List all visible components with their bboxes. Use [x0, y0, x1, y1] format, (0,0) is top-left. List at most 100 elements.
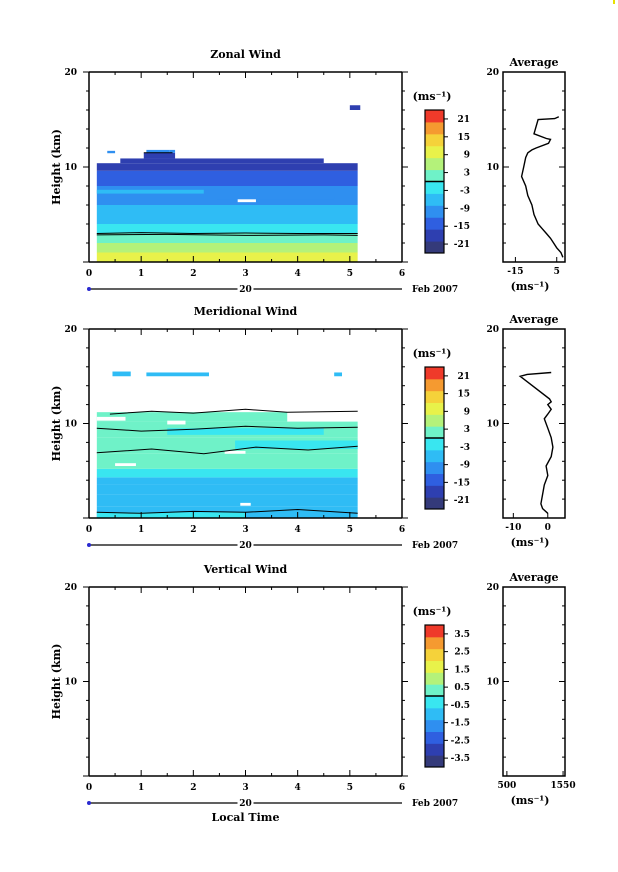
colorbar-tick-label: 2.5 — [454, 648, 470, 658]
colorbar-swatch — [425, 743, 444, 756]
average-panel: Average 20 10 -15 5 (ms⁻¹) — [486, 56, 566, 293]
colorbar-swatch — [425, 121, 444, 135]
colorbar-swatch — [425, 241, 444, 254]
heatmap-cell — [96, 189, 204, 194]
average-y-tick-label: 20 — [486, 325, 499, 335]
heatmap-cell — [96, 170, 358, 177]
colorbar-tick-label: -3.5 — [451, 754, 470, 764]
average-x-tick-label: 500 — [497, 781, 516, 791]
colorbar-swatch — [425, 660, 444, 673]
colorbar-tick-label: -21 — [454, 496, 470, 506]
colorbar-swatch — [425, 367, 444, 380]
average-x-tick-label: 1550 — [551, 781, 576, 791]
date-label: Feb 2007 — [412, 285, 458, 295]
heatmap-cell — [216, 195, 335, 200]
colorbar-tick-label: -15 — [454, 222, 470, 232]
heatmap-cell — [96, 163, 358, 171]
heatmap-cell — [349, 105, 361, 110]
heatmap-cell — [96, 468, 358, 478]
heatmap-cell — [167, 428, 324, 435]
heatmap-cell — [96, 214, 358, 224]
average-frame — [502, 71, 566, 263]
colorbar-tick-label: 3 — [464, 425, 470, 435]
average-title: Average — [508, 313, 558, 326]
average-x-tick-label: 0 — [545, 523, 551, 533]
colorbar-swatch — [425, 193, 444, 206]
y-tick-label: 10 — [64, 678, 77, 688]
x-tick-label: 3 — [242, 783, 248, 793]
panel-title: Zonal Wind — [210, 48, 281, 61]
x-tick-label: 1 — [138, 783, 144, 793]
heatmap-cell — [107, 150, 116, 154]
average-frame — [502, 328, 566, 519]
colorbar-swatch — [425, 707, 444, 721]
colorbar-swatch — [425, 684, 444, 697]
colorbar-swatch — [425, 426, 444, 439]
average-y-tick-label: 10 — [486, 163, 499, 173]
heatmap-cell — [96, 416, 126, 421]
x-axis-label: Local Time — [212, 811, 280, 824]
heatmap-cell — [115, 463, 136, 467]
date-label: Feb 2007 — [412, 799, 458, 809]
heatmap-cell — [96, 412, 288, 422]
x-tick-label: 2 — [190, 783, 196, 793]
colorbar-swatch — [425, 390, 444, 403]
x-tick-label: 0 — [86, 525, 92, 535]
colorbar-swatch — [425, 485, 444, 498]
x-tick-label: 3 — [242, 269, 248, 279]
colorbar-tick-label: -0.5 — [451, 701, 470, 711]
contour-line — [96, 232, 358, 235]
y-tick-label: 20 — [64, 583, 77, 593]
average-x-label: (ms⁻¹) — [511, 794, 550, 807]
heatmap-cell — [96, 453, 358, 469]
average-profile-line — [518, 371, 554, 514]
heatmap-cell — [237, 199, 256, 203]
colorbar-unit: (ms⁻¹) — [413, 347, 452, 360]
colorbar-tick-label: -2.5 — [451, 736, 470, 746]
heatmap-cell — [240, 502, 251, 506]
colorbar-swatch — [425, 696, 444, 709]
heatmap-cell — [120, 158, 324, 164]
colorbar: 3.5 2.5 1.5 0.5 -0.5 -1.5 -2.5 -3.5 (ms⁻¹) — [413, 605, 470, 768]
date-day-bg — [237, 798, 254, 808]
colorbar: 21 15 9 3 -3 -9 -15 -21 (ms⁻¹) — [413, 347, 470, 510]
colorbar-swatch — [425, 414, 444, 427]
colorbar-tick-label: -3 — [460, 443, 470, 453]
average-frame — [502, 586, 566, 777]
colorbar-swatch — [425, 636, 444, 650]
heatmap-cell — [146, 149, 170, 153]
heatmap-cells — [96, 105, 361, 262]
y-axis-label: Height (km) — [50, 129, 63, 205]
colorbar-swatch — [425, 648, 444, 661]
colorbar-tick-label: 9 — [464, 407, 470, 417]
date-day-label: 20 — [239, 541, 252, 551]
colorbar-swatch — [425, 110, 444, 123]
average-y-tick-label: 10 — [486, 420, 499, 430]
date-label: Feb 2007 — [412, 541, 458, 551]
x-tick-label: 5 — [347, 269, 353, 279]
colorbar-tick-label: 9 — [464, 151, 470, 161]
colorbar-unit: (ms⁻¹) — [413, 90, 452, 103]
x-tick-label: 6 — [399, 525, 405, 535]
heatmap-cell — [235, 440, 358, 450]
panel-title: Vertical Wind — [203, 563, 288, 576]
colorbar-swatch — [425, 731, 444, 744]
heatmap-cell — [143, 152, 176, 159]
x-tick-label: 4 — [295, 525, 301, 535]
colorbar-tick-label: 15 — [457, 133, 470, 143]
x-tick-label: 5 — [347, 783, 353, 793]
average-panel: Average 20 10 -10 0 (ms⁻¹) — [486, 313, 566, 549]
heatmap-cell — [96, 494, 358, 507]
colorbar-tick-label: -3 — [460, 186, 470, 196]
average-y-tick-label: 10 — [486, 678, 499, 688]
x-tick-label: 6 — [399, 783, 405, 793]
colorbar-tick-label: 21 — [457, 372, 470, 382]
heatmap-cell — [224, 450, 246, 454]
date-start-marker — [87, 801, 91, 805]
average-y-tick-label: 20 — [486, 583, 499, 593]
colorbar-tick-label: -15 — [454, 478, 470, 488]
